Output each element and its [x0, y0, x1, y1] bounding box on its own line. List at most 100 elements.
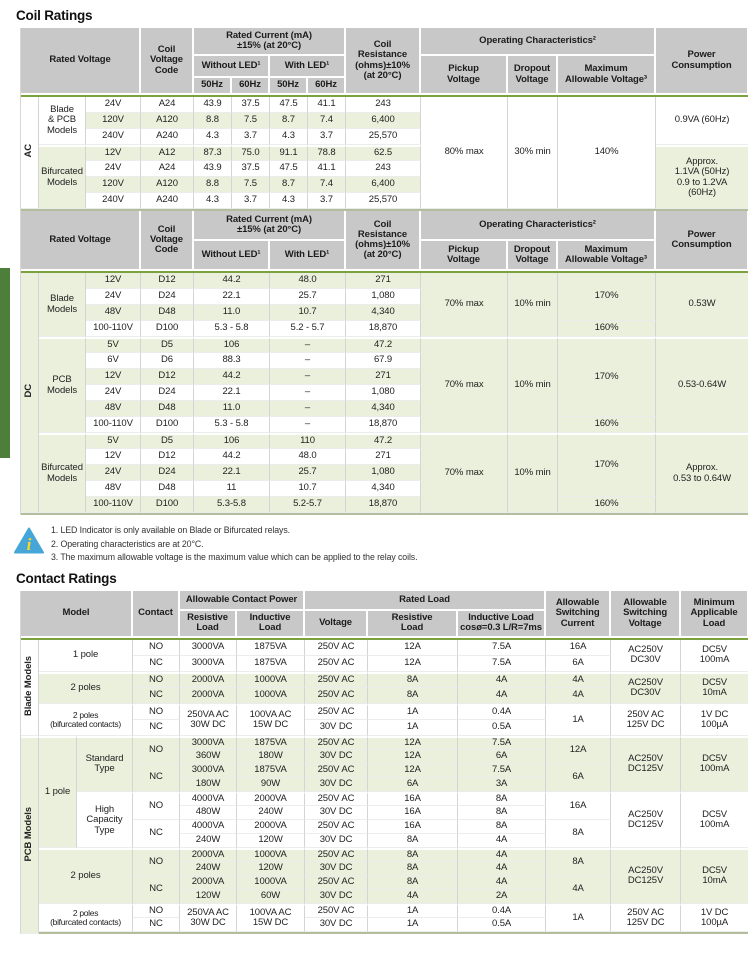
column-header-cell: Inductive Load: [237, 610, 306, 638]
table-cell: 106: [194, 433, 270, 449]
table-cell: 5.3 - 5.8: [194, 417, 270, 433]
table-cell: 11.0: [194, 401, 270, 417]
table-cell: 240W: [237, 805, 306, 820]
coil-ratings-title: Coil Ratings: [16, 8, 93, 23]
table-cell: AC250V DC30V: [611, 639, 682, 672]
table-cell: 48V: [86, 481, 141, 497]
table-cell: AC250V DC125V: [611, 791, 682, 848]
table-cell: 22.1: [194, 465, 270, 481]
table-cell: 250VA AC 30W DC: [180, 903, 238, 932]
column-header-cell: Operating Characteristics²: [421, 28, 657, 56]
table-cell: 47.2: [346, 337, 422, 353]
table-cell: 30V DC: [305, 805, 369, 820]
table-cell: 6A: [546, 763, 612, 792]
table-cell: 70% max: [421, 337, 509, 433]
table-cell: AC250V DC125V: [611, 847, 682, 904]
table-cell: 1A: [546, 703, 612, 736]
contact-ratings-title: Contact Ratings: [16, 570, 117, 586]
table-cell: 120V: [86, 113, 141, 129]
table-cell: 12V: [86, 273, 141, 289]
table-cell: 87.3: [194, 145, 232, 161]
table-cell: –: [270, 385, 347, 401]
table-cell: 1A: [368, 903, 459, 918]
model-group-label: Blade & PCB Models: [39, 97, 86, 145]
table-cell: 3.7: [232, 193, 270, 209]
footnote-3: 3. The maximum allowable voltage is the …: [51, 552, 418, 563]
table-cell: 0.4A: [458, 703, 547, 720]
table-cell: 22.1: [194, 385, 270, 401]
table-cell: 90W: [237, 777, 306, 792]
table-cell: 6V: [86, 353, 141, 369]
table-cell: 44.2: [194, 369, 270, 385]
table-cell: 7.5A: [458, 655, 547, 672]
table-cell: 250V AC: [305, 903, 369, 918]
table-cell: 12V: [86, 449, 141, 465]
table-cell: 360W: [180, 749, 238, 764]
table-cell: 250V AC: [305, 703, 369, 720]
table-cell: 4,340: [346, 305, 422, 321]
column-header-cell: Resistive Load: [180, 610, 238, 638]
table-cell: 18,870: [346, 321, 422, 337]
svg-text:i: i: [27, 535, 32, 554]
column-header-cell: Maximum Allowable Voltage³: [558, 241, 657, 271]
column-header-cell: Allowable Contact Power: [180, 590, 306, 611]
table-cell: 47.5: [270, 161, 308, 177]
table-cell: 3000VA: [180, 763, 238, 778]
table-cell: 7.5: [232, 113, 270, 129]
table-cell: 5V: [86, 337, 141, 353]
table-cell: 4.3: [270, 129, 308, 145]
table-cell: 10% min: [508, 273, 559, 337]
table-cell: NO: [133, 791, 181, 820]
table-cell: 4A: [458, 875, 547, 890]
table-cell: 4000VA: [180, 791, 238, 806]
table-cell: DC5V 100mA: [681, 639, 748, 672]
table-cell: 0.5A: [458, 917, 547, 932]
column-header-cell: Coil Voltage Code: [141, 28, 194, 95]
table-cell: D24: [141, 385, 194, 401]
table-cell: DC5V 100mA: [681, 791, 748, 848]
table-cell: 250V AC: [305, 763, 369, 778]
table-cell: 7.5A: [458, 639, 547, 656]
table-cell: 60W: [237, 889, 306, 904]
column-header-cell: Without LED¹: [194, 56, 270, 78]
column-header-cell: Rated Current (mA) ±15% (at 20°C): [194, 28, 347, 56]
table-cell: 3000VA: [180, 735, 238, 750]
table-cell: [21, 637, 748, 640]
model-group-label: 2 poles: [39, 671, 134, 704]
column-header-cell: Rated Voltage: [21, 28, 141, 95]
table-cell: 48.0: [270, 273, 347, 289]
table-cell: NO: [133, 639, 181, 656]
model-group-label: 1 pole: [39, 639, 134, 672]
table-cell: 8A: [458, 791, 547, 806]
column-header-cell: Voltage: [305, 610, 369, 638]
table-cell: 1000VA: [237, 687, 306, 704]
table-cell: 30V DC: [305, 889, 369, 904]
footnote-2: 2. Operating characteristics are at 20°C…: [51, 538, 204, 549]
column-header-cell: Resistive Load: [368, 610, 459, 638]
column-header-cell: Pickup Voltage: [421, 56, 509, 95]
table-cell: [21, 209, 748, 211]
table-cell: NC: [133, 719, 181, 736]
table-cell: NO: [133, 671, 181, 688]
model-group-label: Blade Models: [39, 273, 86, 337]
table-cell: A120: [141, 177, 194, 193]
footnote-1: 1. LED Indicator is only available on Bl…: [51, 525, 290, 535]
table-cell: NC: [133, 819, 181, 848]
table-cell: 2000VA: [180, 847, 238, 862]
column-header-cell: 60Hz: [308, 78, 347, 95]
page-edge-tab: [0, 268, 10, 458]
table-cell: 70% max: [421, 273, 509, 337]
table-cell: 5.2 - 5.7: [270, 321, 347, 337]
table-cell: 4A: [458, 833, 547, 848]
table-cell: 25.7: [270, 465, 347, 481]
table-cell: AC250V DC125V: [611, 735, 682, 792]
table-cell: 24V: [86, 465, 141, 481]
table-cell: 8A: [368, 687, 459, 704]
table-cell: NC: [133, 655, 181, 672]
table-cell: 75.0: [232, 145, 270, 161]
table-cell: 78.8: [308, 145, 347, 161]
table-cell: 4A: [458, 687, 547, 704]
model-group-label: PCB Models: [39, 337, 86, 433]
table-cell: 10% min: [508, 337, 559, 433]
table-cell: 3000VA: [180, 655, 238, 672]
